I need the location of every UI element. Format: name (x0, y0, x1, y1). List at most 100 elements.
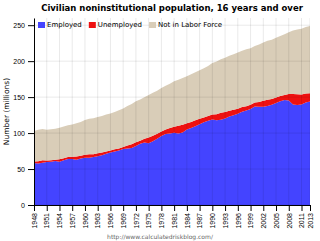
y-tick: 150 (13, 94, 34, 101)
x-tick: 1969 (120, 205, 127, 229)
x-tick-mark (263, 205, 264, 211)
grid-line (34, 205, 310, 206)
x-tick-label: 1966 (107, 213, 114, 229)
grid-line (263, 18, 264, 205)
x-tick-mark (85, 205, 86, 211)
x-tick-label: 1969 (120, 213, 127, 229)
legend-item: Unemployed (89, 21, 142, 29)
x-tick: 1984 (184, 205, 191, 229)
x-tick-mark (47, 205, 48, 211)
grid-line (276, 18, 277, 205)
y-tick: 100 (13, 130, 34, 137)
x-tick-label: 1957 (69, 213, 76, 229)
grid (34, 18, 310, 205)
y-tick: 200 (13, 58, 34, 65)
x-tick-label: 1948 (31, 213, 38, 229)
grid-line (34, 133, 310, 134)
x-tick-label: 1981 (171, 213, 178, 229)
annotation: http://www.calculatedriskblog.com/ (107, 233, 214, 241)
legend-swatch (149, 22, 156, 28)
x-axis-line (35, 205, 311, 206)
x-tick: 1948 (31, 205, 38, 229)
x-tick-mark (72, 205, 73, 211)
x-tick-label: 2013 (307, 213, 314, 229)
y-tick-label: 150 (13, 94, 25, 101)
x-tick-mark (200, 205, 201, 211)
x-tick-label: 1996 (235, 213, 242, 229)
x-tick-label: 1963 (94, 213, 101, 229)
y-tick-mark (28, 205, 34, 206)
grid-line (135, 18, 136, 205)
y-tick-mark (28, 97, 34, 98)
x-tick: 1975 (145, 205, 152, 229)
grid-line (59, 18, 60, 205)
chart: 1948195119541957196019631966196919721975… (0, 0, 320, 241)
x-tick: 1993 (222, 205, 229, 229)
grid-line (186, 18, 187, 205)
x-tick: 1957 (69, 205, 76, 229)
x-tick: 1987 (196, 205, 203, 229)
grid-line (110, 18, 111, 205)
legend-label: Not in Labor Force (158, 21, 222, 29)
grid-line (237, 18, 238, 205)
x-tick: 1972 (133, 205, 140, 229)
x-tick-mark (187, 205, 188, 211)
grid-line (123, 18, 124, 205)
grid-line (288, 18, 289, 205)
x-tick: 2011 (298, 205, 305, 228)
x-tick-mark (276, 205, 277, 211)
x-tick: 1951 (43, 205, 50, 229)
x-tick-label: 1972 (133, 213, 140, 229)
legend-swatch (89, 22, 96, 28)
x-tick: 1963 (94, 205, 101, 229)
grid-line (225, 18, 226, 205)
y-tick-mark (28, 25, 34, 26)
x-tick: 1990 (209, 205, 216, 229)
x-tick: 1999 (247, 205, 254, 229)
y-axis-line (34, 19, 35, 206)
legend-label: Employed (47, 21, 82, 29)
x-tick-label: 1993 (222, 213, 229, 229)
grid-line (148, 18, 149, 205)
x-tick-label: 1951 (43, 213, 50, 229)
y-axis-title: Number (millions) (2, 78, 11, 145)
x-tick: 1981 (171, 205, 178, 229)
grid-line (34, 169, 310, 170)
x-tick-label: 2011 (298, 213, 305, 228)
x-tick-mark (212, 205, 213, 211)
x-tick-mark (110, 205, 111, 211)
x-tick-mark (161, 205, 162, 211)
y-tick-label: 50 (17, 166, 25, 173)
grid-line (84, 18, 85, 205)
x-tick-label: 1990 (209, 213, 216, 229)
x-tick: 1996 (235, 205, 242, 229)
y-tick-label: 0 (21, 202, 25, 209)
grid-line (310, 18, 311, 205)
y-tick-label: 200 (13, 58, 25, 65)
x-tick: 1978 (158, 205, 165, 229)
grid-line (34, 97, 310, 98)
x-tick-mark (310, 205, 311, 211)
y-tick-label: 100 (13, 130, 25, 137)
y-tick-mark (28, 133, 34, 134)
title: Civilian noninstitutional population, 16… (41, 3, 303, 13)
grid-line (46, 18, 47, 205)
legend-item: Employed (38, 21, 82, 29)
y-axis: 050100150200250 (13, 19, 34, 209)
x-tick-label: 2008 (286, 213, 293, 229)
x-tick-label: 2005 (273, 213, 280, 229)
y-tick: 50 (17, 166, 34, 173)
plot-area (34, 18, 310, 205)
x-tick-label: 1954 (56, 213, 63, 229)
x-tick-mark (34, 205, 35, 211)
x-tick: 2013 (307, 205, 314, 229)
grid-line (250, 18, 251, 205)
legend-item: Not in Labor Force (149, 21, 222, 29)
x-tick-label: 1975 (145, 213, 152, 229)
grid-line (212, 18, 213, 205)
x-tick-mark (98, 205, 99, 211)
x-tick-mark (238, 205, 239, 211)
x-tick: 2008 (286, 205, 293, 229)
x-tick-mark (302, 205, 303, 211)
x-tick: 1966 (107, 205, 114, 229)
